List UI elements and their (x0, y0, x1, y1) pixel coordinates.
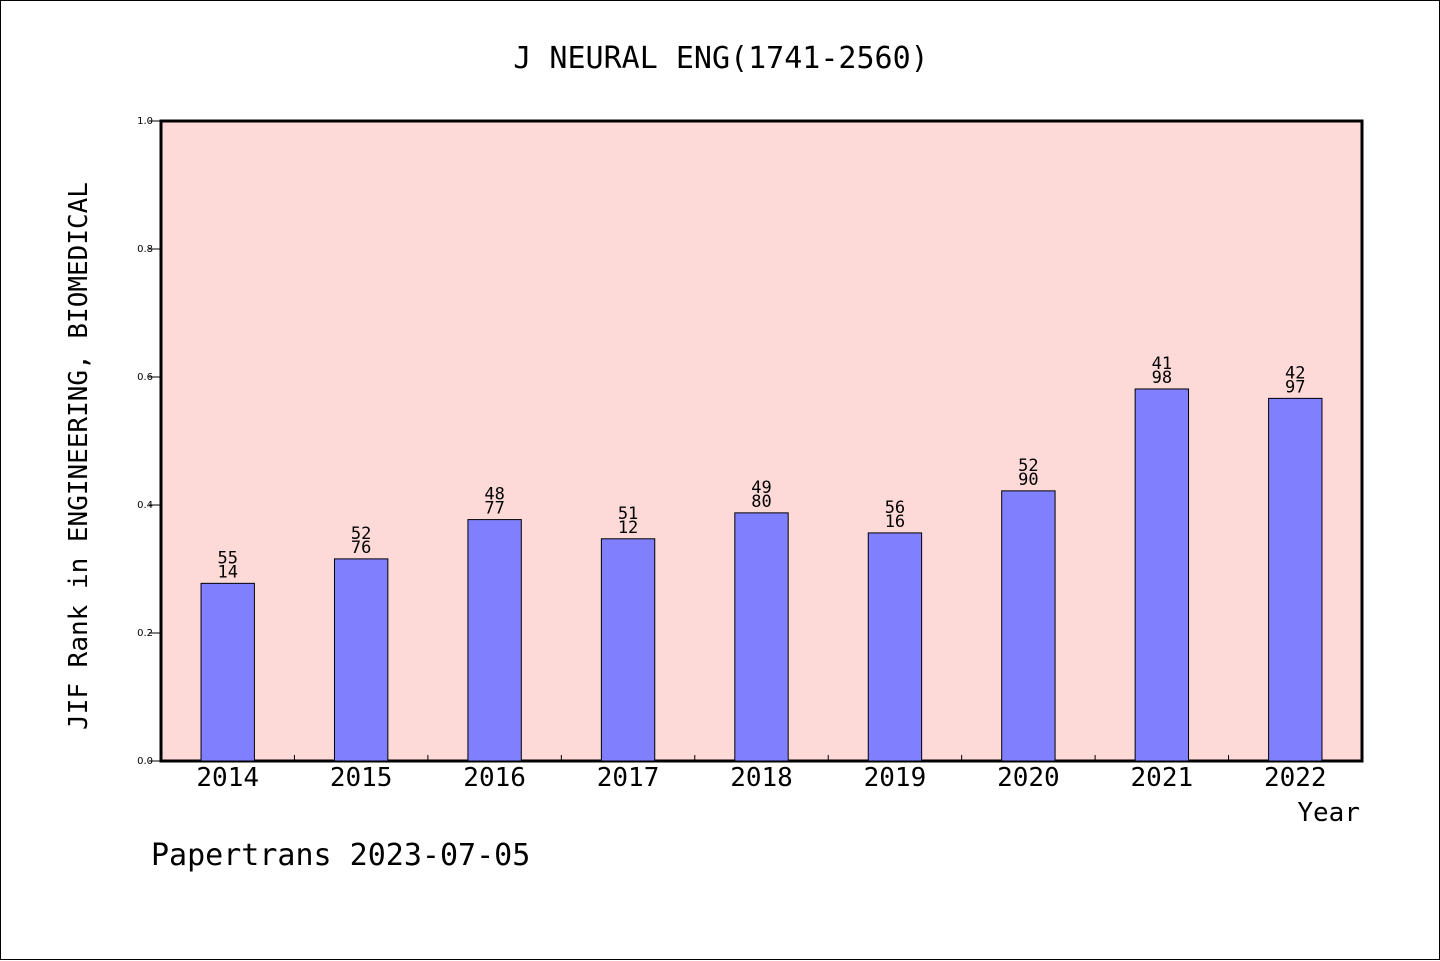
x-tick-label: 2014 (196, 763, 259, 793)
x-axis-label: Year (1297, 798, 1360, 828)
bar-2021 (1134, 388, 1190, 762)
bar-data-label: 55 (217, 548, 237, 568)
bar-data-label: 90 (1018, 470, 1038, 490)
bar-data-label: 52 (351, 524, 371, 544)
bar-2014 (200, 582, 255, 762)
x-tick-label: 2021 (1131, 763, 1194, 793)
x-tick-label: 2016 (463, 763, 526, 793)
bar-2015 (333, 558, 389, 762)
bar-data-label: 41 (1152, 354, 1172, 374)
y-tick-label: 0.2 (137, 628, 153, 639)
bar-2018 (734, 512, 789, 762)
y-axis: 0.0 0.2 0.4 0.6 0.8 1.0 (137, 116, 161, 767)
chart-title: J NEURAL ENG(1741-2560) (513, 41, 928, 76)
bar-data-label: 56 (885, 498, 905, 518)
bar-data-label: 14 (217, 562, 237, 582)
bar-data-label: 12 (618, 518, 638, 538)
bar-2020 (1001, 490, 1056, 762)
x-tick-label: 2018 (730, 763, 793, 793)
bar-data-label: 52 (1018, 456, 1038, 476)
y-tick-label: 0.4 (137, 500, 153, 511)
bar-series (200, 388, 1323, 762)
bar-data-label: 48 (484, 485, 504, 505)
x-tick-label: 2020 (997, 763, 1060, 793)
bar-data-label: 16 (885, 512, 905, 532)
x-tick-label: 2017 (597, 763, 660, 793)
y-tick-label: 0.0 (137, 756, 153, 767)
bar-data-label: 42 (1285, 363, 1305, 383)
y-axis-label: JIF Rank in ENGINEERING, BIOMEDICAL (64, 182, 94, 730)
bar-2019 (867, 532, 923, 762)
x-tick-label: 2019 (864, 763, 927, 793)
bar-data-label: 77 (484, 499, 504, 519)
x-tick-label: 2022 (1264, 763, 1327, 793)
bar-data-label: 51 (618, 504, 638, 524)
bar-2017 (600, 538, 656, 762)
y-tick-label: 0.6 (137, 372, 153, 383)
bar-data-label: 49 (751, 478, 771, 498)
bar-data-label: 98 (1152, 368, 1172, 388)
y-tick-label: 1.0 (137, 116, 153, 127)
x-tick-label: 2015 (330, 763, 393, 793)
bar-2022 (1268, 397, 1323, 762)
x-axis: 2014 2015 2016 2017 2018 2019 2020 2021 2022 (196, 755, 1327, 793)
bar-data-label: 80 (751, 492, 771, 512)
bar-data-label: 97 (1285, 377, 1305, 397)
bar-2016 (467, 519, 522, 762)
footer-text: Papertrans 2023-07-05 (151, 838, 530, 873)
bar-data-label: 76 (351, 538, 371, 558)
y-tick-label: 0.8 (137, 244, 153, 255)
